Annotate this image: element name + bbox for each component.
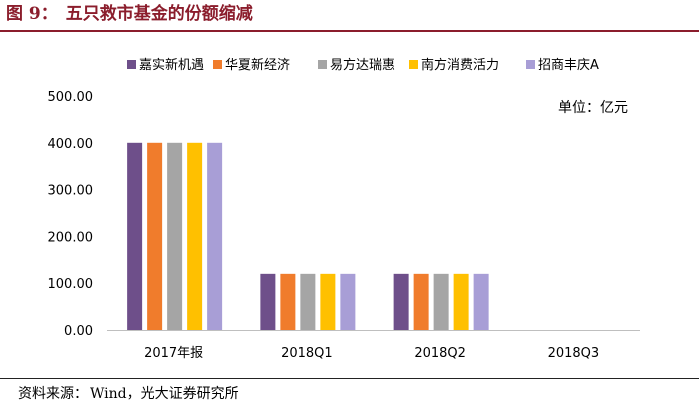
- bar-4-1: [187, 142, 203, 330]
- legend-label: 易方达瑞惠: [330, 57, 395, 73]
- unit-label: 单位：亿元: [558, 100, 628, 116]
- bar-3-3: [433, 273, 449, 330]
- bar-5-1: [207, 142, 223, 330]
- bar-4-2: [320, 273, 336, 330]
- bar-2-2: [280, 273, 296, 330]
- y-tick-label: 300.00: [48, 184, 94, 199]
- source-rule: [0, 378, 699, 379]
- bar-1-3: [393, 273, 409, 330]
- source-note: 资料来源： Wind，光大证券研究所: [18, 383, 241, 405]
- legend-swatch: [318, 60, 327, 69]
- bar-5-2: [340, 273, 356, 330]
- legend-swatch: [409, 60, 418, 69]
- figure-title: 图 9： 五只救市基金的份额缩减: [6, 2, 261, 26]
- y-tick-label: 400.00: [48, 137, 94, 152]
- bar-2-1: [147, 142, 163, 330]
- legend-swatch: [213, 60, 222, 69]
- legend-swatch: [526, 60, 535, 69]
- y-tick-label: 200.00: [48, 230, 94, 245]
- bar-5-3: [473, 273, 489, 330]
- legend-label: 南方消费活力: [421, 57, 499, 73]
- figure-label: 图 9：: [6, 4, 58, 24]
- x-tick-label: 2018Q3: [548, 346, 600, 361]
- legend-label: 招商丰庆A: [538, 58, 599, 73]
- bar-4-3: [453, 273, 469, 330]
- bar-3-2: [300, 273, 316, 330]
- bar-1-2: [260, 273, 276, 330]
- y-tick-label: 0.00: [64, 324, 93, 339]
- legend-swatch: [127, 60, 136, 69]
- figure-title-text: 五只救市基金的份额缩减: [65, 4, 253, 24]
- x-tick-label: 2018Q2: [414, 346, 466, 361]
- x-tick-label: 2017年报: [144, 346, 203, 361]
- bar-2-3: [413, 273, 429, 330]
- source-label: 资料来源：: [18, 386, 88, 402]
- x-tick-label: 2018Q1: [281, 346, 333, 361]
- legend-label: 嘉实新机遇: [139, 57, 204, 73]
- legend-label: 华夏新经济: [225, 57, 290, 73]
- bar-1-1: [127, 142, 143, 330]
- bar-3-1: [167, 142, 183, 330]
- title-rule: [0, 30, 699, 32]
- y-tick-label: 500.00: [48, 90, 94, 105]
- source-text: Wind，光大证券研究所: [90, 386, 239, 402]
- bar-chart: 0.00 100.00 200.00 300.00 400.00 500.00 2017年报…: [48, 57, 640, 361]
- y-tick-label: 100.00: [48, 277, 94, 292]
